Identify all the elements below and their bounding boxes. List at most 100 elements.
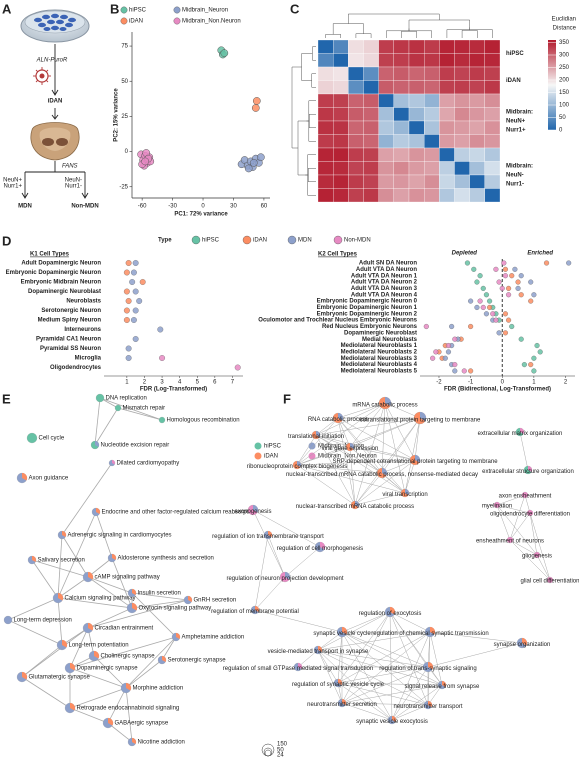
annotation: Enriched: [527, 251, 553, 257]
network-edge: [297, 649, 319, 668]
heatmap-cell: [469, 174, 485, 189]
network-edge: [414, 417, 421, 461]
heatmap-cell: [393, 53, 410, 68]
heatmap-cell: [348, 147, 364, 162]
dot: [132, 336, 139, 342]
network-edge: [337, 682, 393, 721]
dot: [139, 279, 146, 285]
point: [220, 49, 229, 57]
node-label: Cell cycle: [39, 436, 65, 442]
network-edge: [317, 649, 339, 684]
colorbar-label: 250: [559, 65, 570, 71]
dot: [477, 273, 483, 279]
heatmap-cell: [408, 161, 425, 176]
network-edge: [69, 707, 109, 724]
gate-label: Nurr1-: [65, 184, 82, 190]
node-label: Long-term potentiation: [69, 643, 129, 649]
network-edge: [529, 512, 538, 556]
heatmap-cell: [317, 161, 334, 176]
heatmap-cell: [363, 39, 379, 54]
heatmap-cell: [439, 147, 455, 162]
heatmap-cell: [393, 80, 410, 95]
category-label: Oculomotor and Trochlear Nucleus Embryon…: [258, 318, 417, 324]
heatmap-cell: [439, 174, 455, 189]
heatmap-cell: [378, 93, 394, 108]
network-node-slice: [112, 459, 116, 465]
heatmap-cell: [393, 107, 410, 122]
heatmap-cell: [469, 66, 485, 81]
dot: [506, 317, 512, 323]
network-edge: [315, 434, 416, 461]
network-edge: [254, 609, 343, 633]
heatmap-cell: [317, 174, 334, 189]
network-node-slice: [268, 530, 273, 537]
network-edge: [161, 636, 177, 661]
y-tick-label: 50: [121, 79, 128, 85]
network-edge: [69, 636, 177, 669]
dot: [490, 311, 496, 317]
heatmap-cell: [454, 107, 470, 122]
facet-title: K2 Cell Types: [318, 252, 358, 258]
x-tick-label: 3: [160, 380, 164, 386]
heatmap-cell: [424, 93, 440, 108]
heatmap-cell: [363, 120, 379, 135]
colorbar-title: Distance: [553, 26, 577, 32]
heatmap-cell: [469, 188, 485, 203]
category-label: Mediolateral Neuroblasts 2: [341, 349, 418, 355]
network-edge: [296, 417, 339, 466]
network-edge: [87, 576, 133, 594]
heatmap-cell: [439, 107, 455, 122]
heatmap-cell: [408, 188, 425, 203]
network-node-slice: [316, 430, 321, 437]
node-label: GnRH secretion: [194, 598, 237, 604]
network-node-slice: [22, 671, 28, 680]
heatmap-cell: [424, 80, 440, 95]
heatmap-cell: [454, 134, 470, 149]
network-edge: [381, 459, 416, 474]
node-label: Nicotine addiction: [138, 740, 185, 746]
network-edge: [429, 631, 523, 644]
network-edge: [296, 417, 421, 466]
y-tick-label: 25: [121, 114, 128, 120]
x-tick-label: 2: [143, 380, 147, 386]
network-node-slice: [420, 411, 427, 421]
heatmap-cell: [393, 39, 410, 54]
node-label: axon ensheathment: [499, 493, 552, 499]
network-edge: [317, 649, 343, 704]
heatmap-cell: [454, 53, 470, 68]
heatmap-cell: [408, 66, 425, 81]
network-edge: [7, 619, 63, 646]
network-node-slice: [318, 645, 323, 652]
node-label: regulation of chemical synaptic transmis…: [371, 631, 488, 637]
network-edge: [99, 397, 163, 421]
node-label: nuclear-transcribed mRNA catabolic proce…: [296, 504, 414, 510]
node-label: Cholinergic synapse: [101, 654, 156, 660]
dot: [130, 269, 137, 276]
legend-label: hiPSC: [202, 238, 220, 244]
network-node-slice: [382, 467, 388, 476]
heatmap-cell: [393, 66, 410, 81]
network-node-slice: [62, 530, 67, 537]
heatmap-cell: [454, 120, 470, 135]
network-edge: [87, 607, 133, 629]
heatmap-cell: [363, 161, 379, 176]
network-node-slice: [132, 737, 137, 744]
x-tick-label: 1: [532, 380, 536, 386]
legend-label: Midbrain_Non.Neuron: [182, 19, 241, 25]
row-group-label: iDAN: [506, 78, 521, 84]
dot: [452, 336, 458, 342]
network-node-slice: [253, 504, 259, 513]
colorbar-label: 0: [559, 128, 563, 134]
heatmap-cell: [408, 39, 425, 54]
row-group-label: Midbrain:: [506, 164, 533, 170]
heatmap-cell: [333, 93, 349, 108]
legend-swatch: [242, 235, 252, 245]
network-node-slice: [405, 488, 410, 495]
legend-swatch: [308, 452, 316, 460]
node-label: DNA replication: [106, 396, 147, 402]
network-edge: [94, 397, 101, 446]
network-edge: [519, 431, 529, 471]
network-edge: [296, 464, 356, 506]
network-edge: [131, 592, 177, 638]
network-edge: [509, 539, 551, 581]
